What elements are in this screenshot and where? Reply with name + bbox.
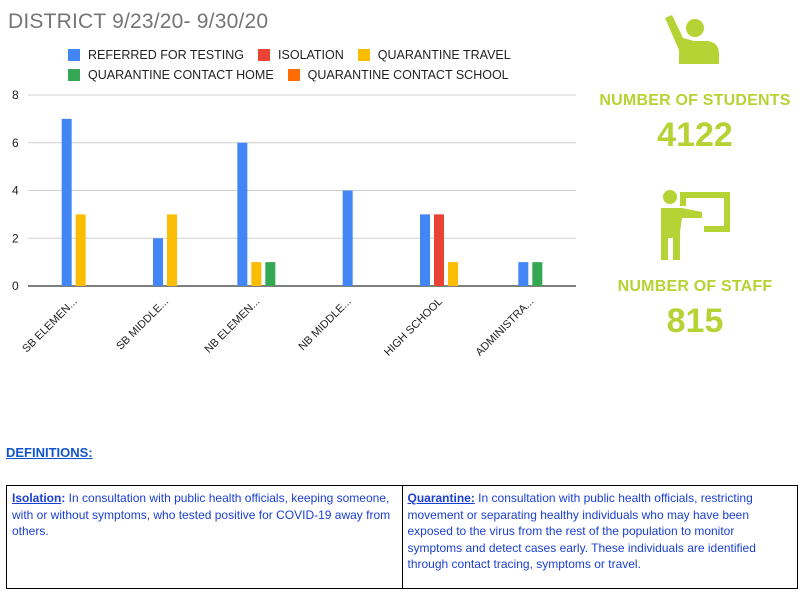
x-tick-label: ADMINISTRA... bbox=[474, 296, 537, 359]
quarantine-term: Quarantine: bbox=[407, 491, 475, 505]
y-tick-label: 2 bbox=[12, 231, 19, 245]
teacher-at-board-icon bbox=[661, 190, 730, 260]
bar bbox=[237, 142, 248, 286]
legend-label-isolation: ISOLATION bbox=[278, 48, 344, 62]
staff-stat: NUMBER OF STAFF 815 bbox=[590, 188, 800, 341]
y-tick-label: 4 bbox=[12, 184, 19, 198]
definitions-table: Isolation: In consultation with public h… bbox=[6, 485, 798, 589]
bar bbox=[518, 262, 529, 286]
chart-title: DISTRICT 9/23/20- 9/30/20 bbox=[8, 10, 269, 33]
bar bbox=[342, 190, 353, 286]
x-tick-label: SB ELEMEN... bbox=[20, 296, 79, 355]
isolation-text: In consultation with public health offic… bbox=[12, 491, 391, 538]
bar bbox=[434, 214, 444, 286]
bar bbox=[448, 262, 458, 286]
legend-label-quarantine-contact-home: QUARANTINE CONTACT HOME bbox=[88, 68, 274, 82]
x-tick-label: HIGH SCHOOL bbox=[382, 296, 445, 359]
quarantine-definition: Quarantine: In consultation with public … bbox=[401, 486, 798, 588]
isolation-definition: Isolation: In consultation with public h… bbox=[7, 486, 402, 588]
legend-item-quarantine-travel: QUARANTINE TRAVEL bbox=[357, 48, 511, 62]
bar bbox=[251, 262, 262, 286]
definitions-heading: DEFINITIONS: bbox=[6, 445, 93, 460]
students-value: 4122 bbox=[657, 116, 733, 154]
legend-row-2: QUARANTINE CONTACT HOME QUARANTINE CONTA… bbox=[68, 66, 525, 84]
isolation-colon: : bbox=[61, 491, 66, 505]
bar bbox=[153, 238, 163, 286]
y-tick-label: 6 bbox=[12, 136, 19, 150]
legend-label-referred: REFERRED FOR TESTING bbox=[88, 48, 245, 62]
legend-swatch-quarantine-travel bbox=[357, 49, 370, 61]
legend-label-quarantine-travel: QUARANTINE TRAVEL bbox=[377, 48, 511, 62]
bar-chart: 0 2 4 6 8 SB ELEMEN... SB MIDDLE... NB ELEMEN..… bbox=[12, 88, 576, 359]
x-tick-label: NB ELEMEN... bbox=[203, 296, 263, 356]
y-tick-label: 8 bbox=[12, 88, 19, 102]
students-stat: NUMBER OF STUDENTS 4122 bbox=[590, 14, 800, 155]
student-raising-hand-icon bbox=[665, 15, 719, 64]
students-label: NUMBER OF STUDENTS bbox=[599, 92, 791, 109]
legend-swatch-quarantine-contact-home bbox=[68, 69, 80, 81]
legend-swatch-referred bbox=[68, 49, 80, 61]
bar bbox=[61, 118, 72, 286]
staff-label: NUMBER OF STAFF bbox=[617, 278, 773, 295]
legend-swatch-quarantine-contact-school bbox=[287, 69, 300, 81]
quarantine-text: In consultation with public health offic… bbox=[407, 491, 756, 571]
legend-label-quarantine-contact-school: QUARANTINE CONTACT SCHOOL bbox=[307, 68, 509, 82]
legend-item-quarantine-contact-home: QUARANTINE CONTACT HOME bbox=[68, 68, 274, 82]
legend-item-quarantine-contact-school: QUARANTINE CONTACT SCHOOL bbox=[287, 68, 509, 82]
x-tick-label: NB MIDDLE... bbox=[296, 296, 353, 353]
bar bbox=[167, 214, 177, 286]
legend-swatch-isolation bbox=[258, 49, 271, 61]
staff-value: 815 bbox=[666, 302, 724, 340]
legend-row-1: REFERRED FOR TESTING ISOLATION QUARANTIN… bbox=[68, 46, 525, 64]
x-tick-label: SB MIDDLE... bbox=[114, 296, 171, 353]
bar bbox=[75, 214, 86, 286]
chart-legend: REFERRED FOR TESTING ISOLATION QUARANTIN… bbox=[68, 46, 525, 86]
y-tick-label: 0 bbox=[12, 279, 19, 293]
legend-item-isolation: ISOLATION bbox=[258, 48, 344, 62]
isolation-term: Isolation bbox=[12, 491, 62, 505]
bar bbox=[420, 214, 430, 286]
bar bbox=[532, 262, 543, 286]
legend-item-referred: REFERRED FOR TESTING bbox=[68, 48, 244, 62]
bar bbox=[265, 262, 276, 286]
